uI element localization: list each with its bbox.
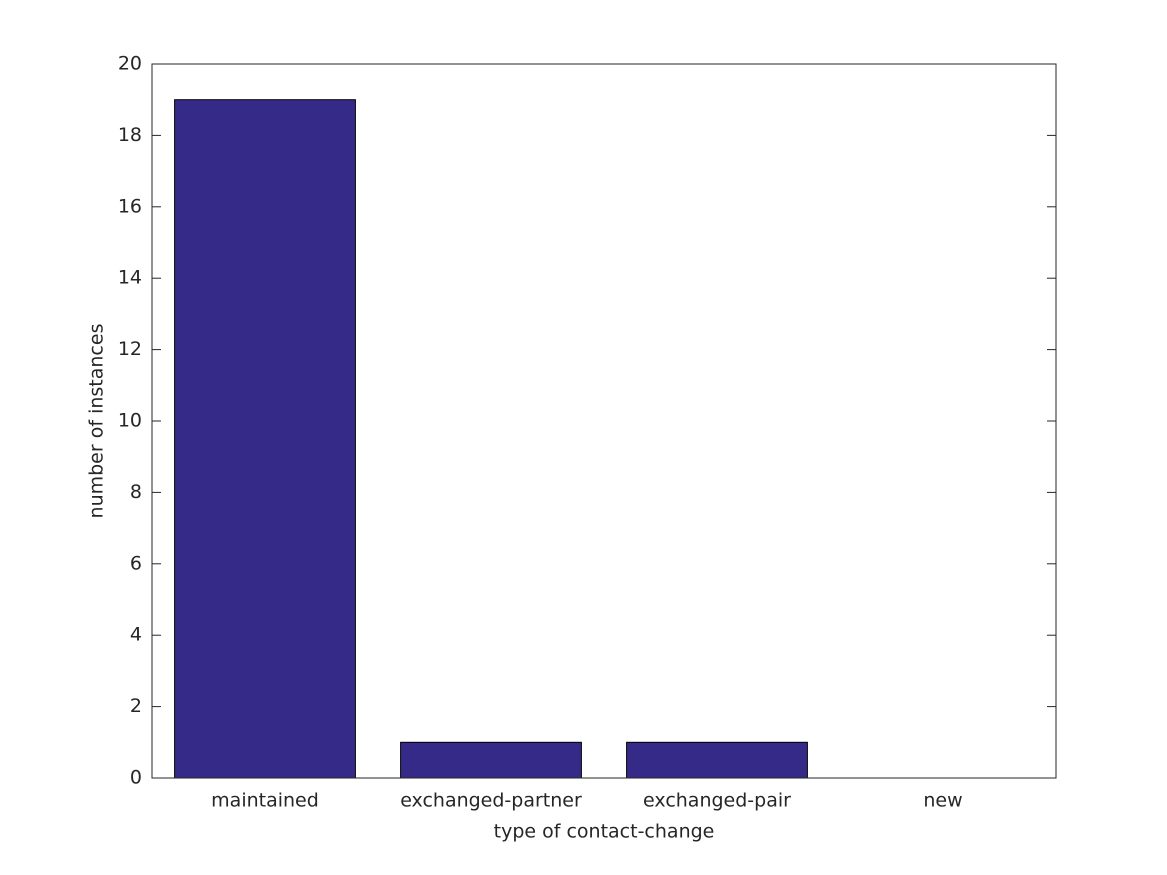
x-tick-label: maintained (211, 790, 319, 812)
x-tick-label: exchanged-pair (643, 790, 791, 812)
y-tick-label: 14 (118, 267, 142, 289)
y-tick-label: 10 (118, 410, 142, 432)
plot-frame (151, 63, 1057, 779)
y-tick-label: 12 (118, 338, 142, 360)
x-axis-label: type of contact-change (494, 821, 715, 843)
y-tick-label: 16 (118, 195, 142, 217)
x-tick-label: exchanged-partner (400, 790, 582, 812)
y-tick-label: 0 (130, 767, 142, 789)
bar (400, 741, 582, 779)
bar (626, 741, 808, 779)
x-tick-label: new (923, 790, 962, 812)
bar (174, 99, 356, 779)
y-tick-label: 20 (118, 53, 142, 75)
y-tick-label: 4 (130, 624, 142, 646)
y-axis-label: number of instances (86, 324, 108, 519)
y-tick-label: 18 (118, 124, 142, 146)
y-tick-label: 6 (130, 552, 142, 574)
y-tick-label: 8 (130, 481, 142, 503)
y-tick-label: 2 (130, 695, 142, 717)
